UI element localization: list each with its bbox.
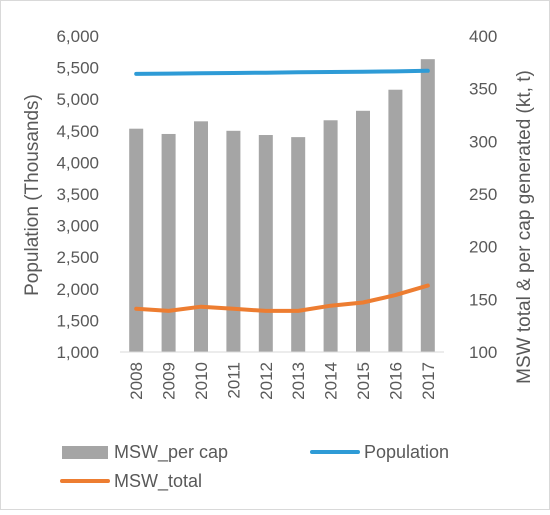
- legend: MSW_per cap Population MSW_total: [60, 442, 449, 492]
- x-tick-label: 2015: [354, 362, 373, 400]
- x-tick-label: 2009: [160, 362, 179, 400]
- left-tick-label: 4,500: [56, 122, 99, 141]
- left-tick-label: 1,000: [56, 343, 99, 362]
- left-tick-label: 6,000: [56, 27, 99, 46]
- bar-2013: [291, 137, 306, 352]
- x-tick-label: 2012: [257, 362, 276, 400]
- right-tick-label: 250: [469, 185, 497, 204]
- left-tick-label: 5,000: [56, 90, 99, 109]
- x-tick-label: 2017: [419, 362, 438, 400]
- legend-label-msw-total: MSW_total: [114, 471, 202, 492]
- bar-2014: [323, 120, 338, 353]
- right-axis-ticks: 100 150 200 250 300 350 400: [469, 27, 497, 362]
- x-axis-ticks: 2008 2009 2010 2011 2012 2013 2014 2015 2016 2017: [127, 362, 438, 400]
- right-tick-label: 300: [469, 132, 497, 151]
- bar-2012: [258, 135, 273, 352]
- bar-2015: [356, 110, 370, 352]
- legend-label-msw-per-cap: MSW_per cap: [114, 442, 228, 463]
- lines-layer: [134, 68, 430, 313]
- left-axis-title: Population (Thousands): [22, 94, 43, 296]
- x-tick-label: 2011: [224, 362, 243, 399]
- bar-2009: [161, 133, 176, 352]
- x-tick-label: 2013: [289, 362, 308, 400]
- bars-layer: [129, 59, 435, 353]
- bar-2016: [388, 89, 403, 352]
- line-population: [134, 68, 430, 76]
- right-tick-label: 150: [469, 290, 497, 309]
- x-tick-label: 2014: [322, 362, 341, 400]
- bar-2011: [226, 130, 241, 352]
- legend-swatch-msw-per-cap: [62, 446, 108, 459]
- left-tick-label: 1,500: [56, 311, 99, 330]
- left-tick-label: 2,500: [56, 248, 99, 267]
- left-tick-label: 5,500: [56, 59, 99, 78]
- left-axis-ticks: 1,000 1,500 2,000 2,500 3,000 3,500 4,000 4,500…: [56, 27, 99, 362]
- left-tick-label: 2,000: [56, 280, 99, 299]
- legend-label-population: Population: [364, 442, 449, 462]
- bar-2017: [420, 59, 435, 352]
- right-tick-label: 400: [469, 27, 497, 46]
- right-axis-title: MSW total & per cap generated (kt, t): [514, 70, 535, 384]
- bar-2010: [194, 121, 208, 352]
- line-msw-total: [134, 283, 430, 313]
- right-tick-label: 100: [469, 343, 497, 362]
- left-tick-label: 3,500: [56, 185, 99, 204]
- left-tick-label: 4,000: [56, 153, 99, 172]
- x-tick-label: 2008: [127, 362, 146, 400]
- right-tick-label: 200: [469, 238, 497, 257]
- right-tick-label: 350: [469, 80, 497, 99]
- x-tick-label: 2010: [192, 362, 211, 400]
- bar-2008: [129, 128, 144, 352]
- x-tick-label: 2016: [386, 362, 405, 400]
- left-tick-label: 3,000: [56, 217, 99, 236]
